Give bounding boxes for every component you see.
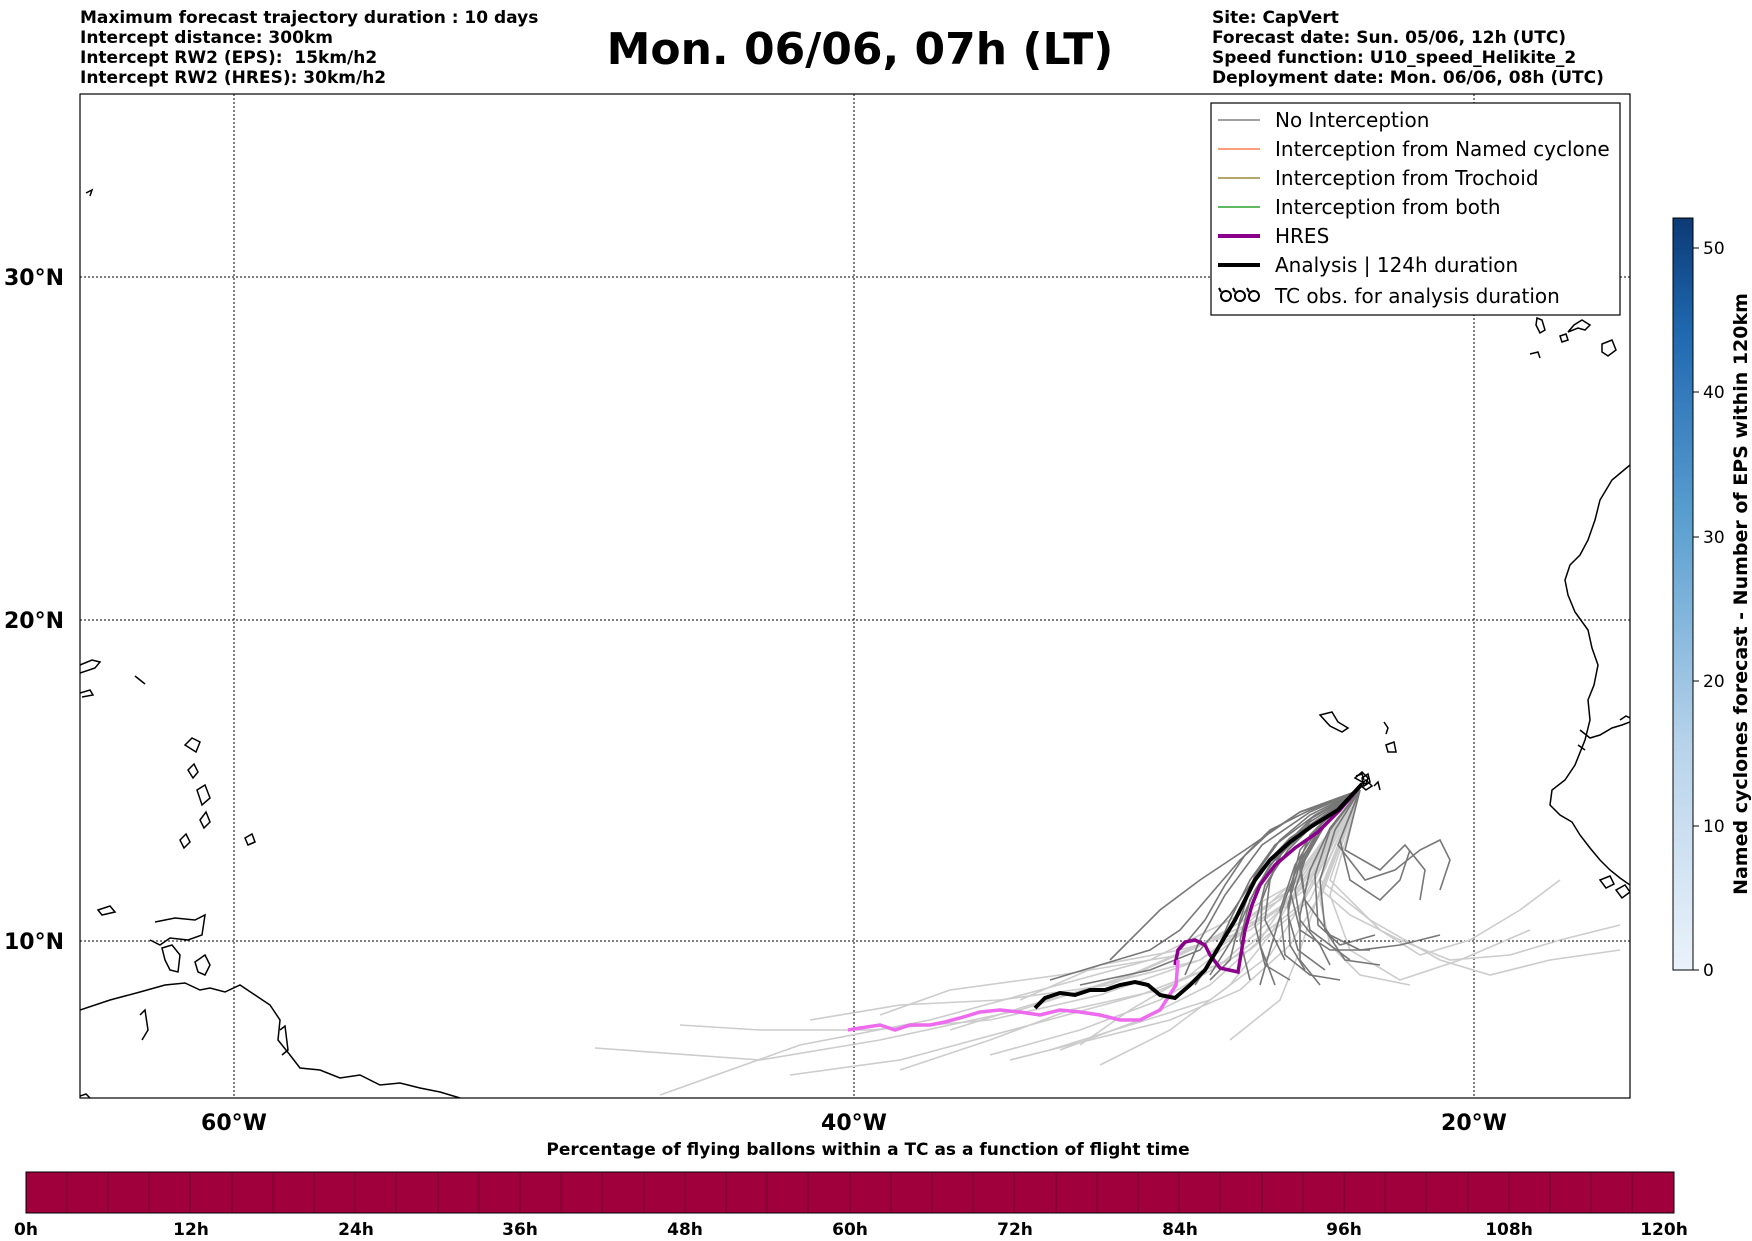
- lon-labels: 60°W 40°W 20°W: [201, 1111, 1507, 1136]
- analysis-trajectory: [1033, 782, 1364, 1010]
- flight-time-bar: Percentage of flying ballons within a TC…: [14, 1140, 1688, 1240]
- legend-no-interception: No Interception: [1275, 108, 1429, 132]
- header-left-line: Intercept RW2 (HRES): 30km/h2: [80, 68, 387, 88]
- header-left-line: Intercept RW2 (EPS): 15km/h2: [80, 48, 378, 68]
- graticule: [80, 94, 1630, 1098]
- header-left-line: Maximum forecast trajectory duration : 1…: [80, 8, 539, 28]
- lon-label-60w: 60°W: [201, 1111, 267, 1136]
- timebar-tick: 72h: [997, 1220, 1033, 1240]
- figure-title: Mon. 06/06, 07h (LT): [606, 24, 1114, 75]
- colorbar-tick-0: 0: [1703, 961, 1714, 981]
- lon-label-40w: 40°W: [821, 1111, 887, 1136]
- header-right-line: Speed function: U10_speed_Helikite_2: [1212, 48, 1577, 68]
- lat-labels: 30°N 20°N 10°N: [4, 266, 64, 955]
- header-right-line: Deployment date: Mon. 06/06, 08h (UTC): [1212, 68, 1604, 88]
- timebar-tick: 120h: [1640, 1220, 1688, 1240]
- timebar-tick: 84h: [1162, 1220, 1198, 1240]
- lat-label-10n: 10°N: [4, 930, 64, 955]
- header-right-line: Forecast date: Sun. 05/06, 12h (UTC): [1212, 28, 1567, 48]
- lat-label-20n: 20°N: [4, 609, 64, 634]
- legend-tc-obs: TC obs. for analysis duration: [1274, 284, 1560, 308]
- timebar-tick: 24h: [338, 1220, 374, 1240]
- colorbar-tick-40: 40: [1703, 383, 1725, 403]
- legend-both: Interception from both: [1275, 195, 1501, 219]
- legend-named-cyclone: Interception from Named cyclone: [1275, 137, 1610, 161]
- timebar-tick: 96h: [1326, 1220, 1362, 1240]
- lat-label-30n: 30°N: [4, 266, 64, 291]
- colorbar-label: Named cyclones forecast - Number of EPS …: [1730, 293, 1752, 895]
- coastlines: [80, 188, 1630, 1098]
- timebar-tick: 108h: [1485, 1220, 1533, 1240]
- header-left-line: Intercept distance: 300km: [80, 28, 333, 48]
- hres-trajectory: [1173, 782, 1364, 975]
- colorbar-tick-30: 30: [1703, 528, 1725, 548]
- colorbar-tick-20: 20: [1703, 672, 1725, 692]
- timebar-tick: 36h: [502, 1220, 538, 1240]
- lon-label-20w: 20°W: [1441, 1111, 1507, 1136]
- legend: No Interception Interception from Named …: [1210, 102, 1621, 316]
- header-right-line: Site: CapVert: [1212, 8, 1339, 28]
- colorbar-tick-10: 10: [1703, 817, 1725, 837]
- timebar-tick: 48h: [667, 1220, 703, 1240]
- legend-analysis: Analysis | 124h duration: [1275, 253, 1518, 277]
- cyclone-colorbar: 0 10 20 30 40 50 Named cyclones forecast…: [1672, 217, 1752, 981]
- site-island: [1353, 770, 1369, 786]
- legend-hres: HRES: [1275, 224, 1329, 248]
- legend-trochoid: Interception from Trochoid: [1275, 166, 1539, 190]
- timebar-tick: 60h: [832, 1220, 868, 1240]
- colorbar-tick-50: 50: [1703, 239, 1725, 259]
- hres-violet-trajectory: [847, 959, 1180, 1032]
- cyclone-symbol-icon: [1218, 287, 1260, 302]
- timebar-tick: 12h: [173, 1220, 209, 1240]
- timebar-tick: 0h: [14, 1220, 38, 1240]
- timebar-title: Percentage of flying ballons within a TC…: [546, 1140, 1189, 1160]
